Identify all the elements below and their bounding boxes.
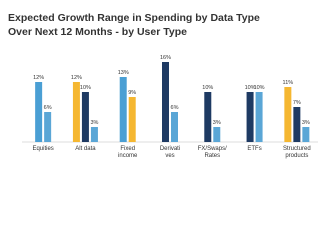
data-label: 3% [302,120,310,126]
bar [72,82,80,142]
data-label: 10% [254,85,265,91]
bar [44,112,52,142]
bar [90,127,98,142]
bar [162,62,169,142]
x-tick-label: ETFs [247,146,261,152]
data-label: 16% [160,55,171,61]
chart-title: Expected Growth Range in Spending by Dat… [8,12,260,24]
bar [302,127,310,142]
data-label: 3% [90,120,98,126]
data-label: 7% [293,100,301,106]
bar [284,87,292,142]
data-label: 6% [171,105,179,111]
bar [293,107,301,142]
x-tick-label: income [118,153,138,159]
x-tick-label: Rates [204,153,220,159]
bar [213,127,221,142]
data-label: 13% [118,70,129,76]
bar [255,92,263,142]
x-tick-label: Equities [32,146,53,152]
x-tick-label: ves [165,153,174,159]
bar [128,97,136,142]
x-tick-label: products [285,153,308,159]
bar [119,77,127,142]
data-label: 9% [128,90,136,96]
data-label: 10% [245,85,256,91]
chart: Expected Growth Range in Spending by Dat… [8,12,318,159]
chart-title: Over Next 12 Months - by User Type [8,26,187,38]
data-label: 11% [283,80,294,86]
bar [171,112,178,142]
x-tick-label: Alt data [75,146,96,152]
x-tick-label: FX/Swaps/ [198,146,227,152]
data-label: 12% [33,75,44,81]
data-label: 10% [202,85,213,91]
x-tick-label: Structured [283,146,311,152]
x-tick-label: Fixed [120,146,135,152]
bar [204,92,212,142]
x-tick-label: Derivati [160,146,180,152]
data-label: 3% [213,120,221,126]
bar [246,92,254,142]
data-label: 10% [80,85,91,91]
bar [81,92,89,142]
data-label: 6% [44,105,52,111]
data-label: 12% [71,75,82,81]
bar [35,82,43,142]
